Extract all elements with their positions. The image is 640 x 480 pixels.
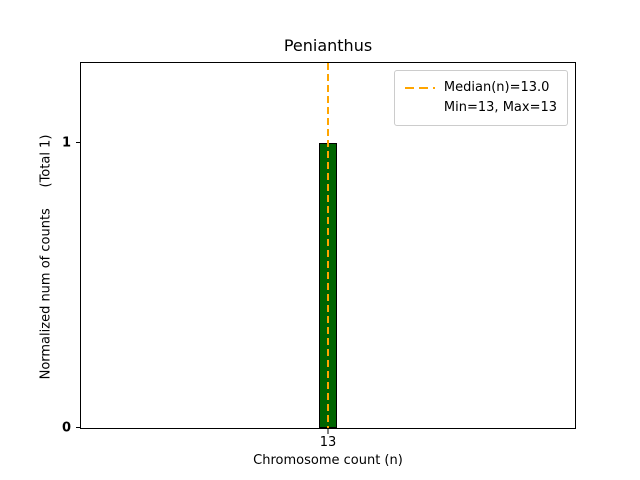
legend-label-median: Median(n)=13.0 [443, 80, 550, 95]
legend: Median(n)=13.0 Min=13, Max=13 [393, 70, 568, 126]
y-tick-label-0: 0 [61, 420, 71, 436]
plot-area: Median(n)=13.0 Min=13, Max=13 0 1 13 [62, 62, 576, 449]
y-tick-label-1: 1 [61, 135, 71, 151]
chart-title: Penianthus [283, 36, 373, 55]
x-tick-mark-13 [327, 429, 329, 434]
median-line-legend-swatch [404, 87, 435, 89]
legend-label-minmax: Min=13, Max=13 [443, 100, 557, 115]
legend-row-minmax: Min=13, Max=13 [405, 98, 557, 118]
legend-spacer [405, 107, 435, 109]
y-axis-label: Normalized num of counts (Total 1) [38, 134, 54, 380]
y-tick-mark-1 [76, 141, 81, 143]
x-tick-label-13: 13 [319, 435, 337, 450]
y-tick-mark-0 [76, 427, 81, 428]
median-line [327, 63, 329, 428]
legend-row-median: Median(n)=13.0 [404, 78, 557, 98]
x-axis-label: Chromosome count (n) [253, 453, 403, 468]
